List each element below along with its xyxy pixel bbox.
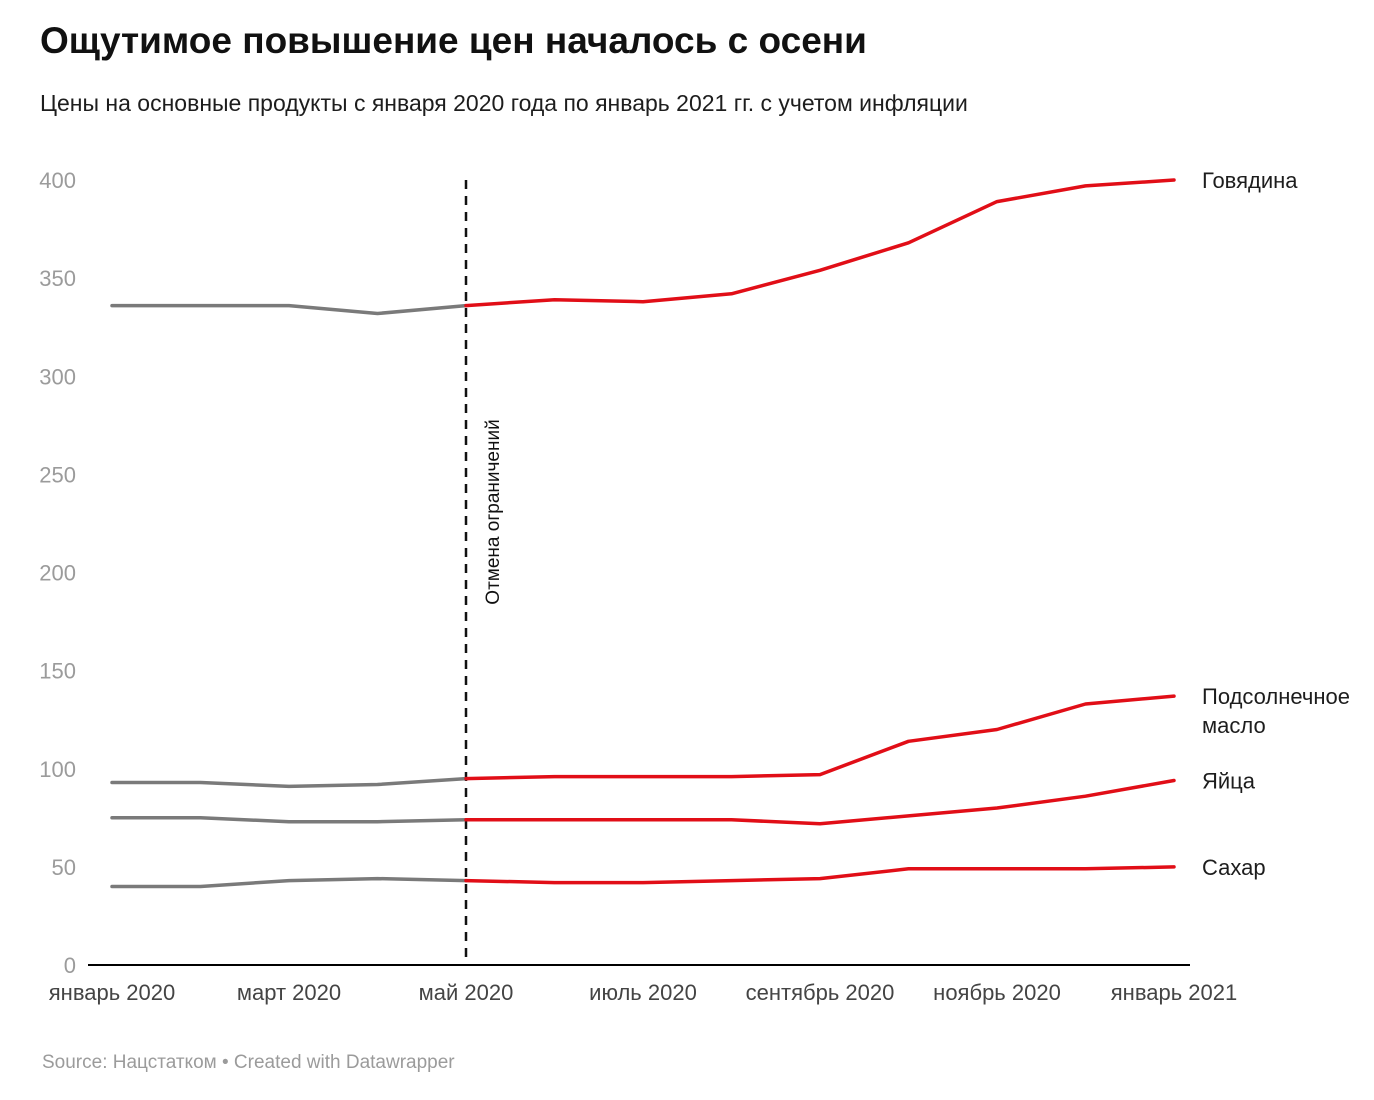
- series-line-pre: [110, 816, 468, 824]
- y-tick-label: 200: [39, 561, 76, 586]
- series-line-pre: [110, 303, 468, 316]
- x-tick-label: июль 2020: [589, 980, 697, 1005]
- x-tick-label: май 2020: [419, 980, 514, 1005]
- series-line-post: [464, 694, 1176, 781]
- x-tick-label: март 2020: [237, 980, 341, 1005]
- chart-title: Ощутимое повышение цен началось с осени: [40, 20, 867, 61]
- series-label: Яйца: [1202, 769, 1256, 794]
- y-tick-label: 250: [39, 462, 76, 487]
- y-tick-label: 0: [64, 953, 76, 978]
- y-tick-label: 400: [39, 168, 76, 193]
- series-line-post: [464, 865, 1176, 885]
- series-line-pre: [110, 776, 468, 789]
- restrictions-lifted-label: Отмена ограничений: [483, 419, 504, 604]
- y-tick-label: 150: [39, 659, 76, 684]
- series-label: Сахар: [1202, 855, 1266, 880]
- source-footer: Source: Нацстатком • Created with Datawr…: [42, 1052, 455, 1073]
- y-tick-label: 50: [52, 855, 76, 880]
- y-tick-label: 350: [39, 266, 76, 291]
- series-label: Подсолнечное: [1202, 684, 1350, 709]
- series-label: Говядина: [1202, 168, 1298, 193]
- x-tick-label: январь 2020: [49, 980, 176, 1005]
- series-line-post: [464, 778, 1176, 826]
- y-tick-label: 100: [39, 757, 76, 782]
- x-tick-label: январь 2021: [1111, 980, 1238, 1005]
- x-tick-label: ноябрь 2020: [933, 980, 1061, 1005]
- series-line-pre: [110, 876, 468, 889]
- y-tick-label: 300: [39, 364, 76, 389]
- series-line-post: [464, 178, 1176, 308]
- chart-subtitle: Цены на основные продукты с января 2020 …: [40, 90, 968, 116]
- series-label: масло: [1202, 713, 1266, 738]
- x-tick-label: сентябрь 2020: [746, 980, 895, 1005]
